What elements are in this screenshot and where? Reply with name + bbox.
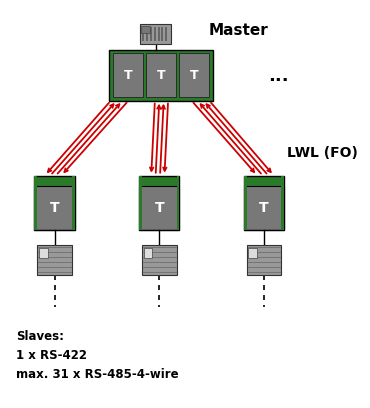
Bar <box>139 175 179 186</box>
Bar <box>146 53 176 98</box>
Bar <box>161 27 164 41</box>
Text: Master: Master <box>209 23 269 38</box>
Bar <box>142 244 177 275</box>
Bar <box>154 27 156 41</box>
Bar <box>139 175 142 231</box>
Text: T: T <box>124 69 132 82</box>
Bar <box>34 175 75 231</box>
Text: ...: ... <box>268 67 289 85</box>
Bar <box>37 244 72 275</box>
Text: Slaves:
1 x RS-422
max. 31 x RS-485-4-wire: Slaves: 1 x RS-422 max. 31 x RS-485-4-wi… <box>16 330 179 381</box>
Bar <box>72 175 75 231</box>
Bar <box>139 175 179 231</box>
Bar <box>39 248 48 258</box>
Bar <box>244 186 284 231</box>
Bar <box>176 175 179 231</box>
Bar <box>144 248 152 258</box>
Bar <box>142 27 144 41</box>
Bar <box>34 175 37 231</box>
Text: T: T <box>50 201 60 215</box>
Bar <box>141 27 150 33</box>
Bar <box>113 53 143 98</box>
Text: T: T <box>259 201 269 215</box>
Bar <box>158 27 159 41</box>
Bar <box>165 27 167 41</box>
Bar <box>244 175 284 231</box>
Bar <box>139 186 179 231</box>
Text: LWL (FO): LWL (FO) <box>287 146 358 160</box>
Bar <box>109 50 213 101</box>
Bar <box>140 24 171 44</box>
Text: T: T <box>190 69 198 82</box>
Bar <box>150 27 152 41</box>
Bar <box>244 175 284 186</box>
Bar <box>248 248 257 258</box>
Bar <box>179 53 209 98</box>
Bar <box>244 175 247 231</box>
Bar <box>34 186 75 231</box>
Bar <box>246 244 282 275</box>
Bar <box>146 27 148 41</box>
Text: T: T <box>157 69 165 82</box>
Text: T: T <box>155 201 164 215</box>
Bar <box>34 175 75 186</box>
Bar <box>281 175 284 231</box>
